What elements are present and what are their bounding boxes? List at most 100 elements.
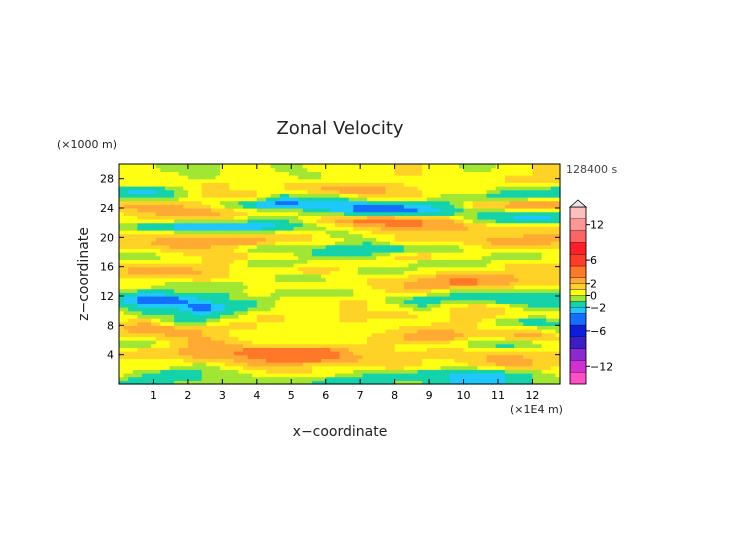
field-cell [422, 266, 428, 271]
field-cell [426, 197, 432, 202]
field-cell [376, 230, 382, 235]
field-cell [495, 215, 501, 220]
field-cell [275, 358, 281, 363]
field-cell [284, 200, 290, 205]
field-cell [357, 354, 364, 359]
field-cell [458, 365, 465, 370]
field-cell [385, 263, 391, 268]
field-cell [233, 351, 240, 356]
field-cell [348, 321, 354, 326]
field-cell [293, 211, 299, 216]
field-cell [514, 197, 520, 202]
field-cell [316, 211, 322, 216]
field-cell [123, 255, 129, 260]
field-cell [164, 233, 171, 238]
field-cell [256, 197, 263, 202]
field-cell [495, 200, 501, 205]
field-cell [417, 329, 423, 334]
field-cell [555, 369, 561, 374]
field-cell [256, 332, 263, 337]
field-cell [206, 318, 212, 323]
field-cell [339, 263, 345, 268]
field-cell [380, 222, 387, 227]
field-cell [261, 193, 267, 198]
field-cell [298, 233, 304, 238]
field-cell [256, 336, 263, 341]
field-cell [288, 358, 295, 363]
field-cell [394, 321, 400, 326]
field-cell [426, 292, 432, 297]
field-cell [435, 332, 442, 337]
field-cell [119, 318, 125, 323]
field-cell [445, 266, 451, 271]
field-cell [174, 299, 180, 304]
field-cell [463, 373, 469, 378]
field-cell [321, 222, 327, 227]
field-cell [215, 307, 221, 312]
field-cell [311, 288, 318, 293]
field-cell [275, 336, 281, 341]
field-cell [344, 285, 350, 290]
field-cell [477, 204, 483, 209]
field-cell [293, 343, 299, 348]
field-cell [472, 303, 478, 308]
field-cell [178, 365, 184, 370]
field-cell [220, 336, 226, 341]
field-cell [449, 340, 455, 345]
field-cell [353, 336, 359, 341]
field-cell [348, 362, 354, 367]
field-cell [229, 325, 235, 330]
field-cell [279, 299, 285, 304]
field-cell [164, 340, 171, 345]
field-cell [422, 208, 428, 213]
field-cell [160, 277, 166, 282]
field-cell [316, 299, 322, 304]
field-cell [151, 303, 157, 308]
field-cell [325, 325, 331, 330]
field-cell [302, 219, 308, 224]
field-cell [541, 211, 547, 216]
field-cell [119, 281, 125, 286]
field-cell [252, 329, 258, 334]
field-cell [417, 248, 423, 253]
field-cell [509, 241, 515, 246]
field-cell [491, 197, 497, 202]
field-cell [537, 252, 543, 257]
field-cell [298, 222, 304, 227]
field-cell [325, 332, 331, 337]
field-cell [123, 332, 129, 337]
field-cell [527, 336, 534, 341]
field-cell [164, 373, 171, 378]
field-cell [481, 222, 488, 227]
field-cell [555, 380, 561, 385]
field-cell [155, 244, 161, 249]
field-cell [164, 288, 171, 293]
field-cell [229, 299, 235, 304]
field-cell [454, 369, 460, 374]
field-cell [371, 233, 377, 238]
field-cell [311, 281, 318, 286]
field-cell [518, 340, 524, 345]
field-cell [454, 204, 460, 209]
field-cell [555, 244, 561, 249]
field-cell [220, 281, 226, 286]
field-cell [160, 211, 166, 216]
field-cell [472, 237, 478, 242]
field-cell [537, 263, 543, 268]
field-cell [229, 307, 235, 312]
field-cell [339, 237, 345, 242]
field-cell [426, 332, 432, 337]
field-cell [435, 274, 442, 279]
field-cell [270, 329, 276, 334]
field-cell [527, 270, 534, 275]
field-cell [220, 376, 226, 381]
field-cell [495, 332, 501, 337]
field-cell [380, 307, 387, 312]
field-cell [413, 365, 419, 370]
field-cell [546, 266, 552, 271]
field-cell [357, 277, 364, 282]
field-cell [523, 296, 529, 301]
field-cell [344, 299, 350, 304]
field-cell [449, 321, 455, 326]
field-cell [334, 237, 341, 242]
